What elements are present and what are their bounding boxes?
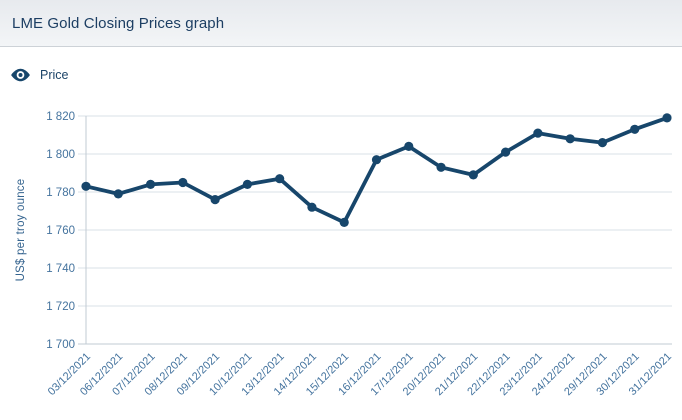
eye-icon (10, 68, 31, 82)
y-tick-label: 1 820 (46, 111, 75, 123)
data-point[interactable] (565, 134, 575, 144)
legend-label: Price (40, 68, 69, 82)
y-tick-label: 1 800 (46, 149, 75, 161)
data-point[interactable] (533, 128, 543, 138)
data-point[interactable] (210, 195, 220, 205)
data-point[interactable] (404, 141, 414, 151)
y-tick-label: 1 700 (46, 339, 75, 351)
data-point[interactable] (597, 138, 608, 148)
legend-item-price[interactable]: Price (10, 68, 68, 82)
data-point[interactable] (436, 162, 446, 172)
y-tick-label: 1 780 (46, 187, 75, 199)
data-point[interactable] (468, 170, 478, 180)
data-point[interactable] (501, 147, 511, 157)
y-tick-label: 1 760 (46, 225, 75, 237)
data-point[interactable] (113, 189, 123, 199)
data-point[interactable] (81, 181, 91, 191)
y-tick-label: 1 740 (46, 263, 75, 275)
data-point[interactable] (242, 179, 252, 189)
y-axis-title: US$ per troy ounce (15, 179, 27, 282)
data-point[interactable] (307, 202, 317, 212)
price-series-line (84, 115, 669, 225)
data-point[interactable] (371, 155, 382, 165)
legend: Price (10, 68, 68, 82)
y-tick-label: 1 720 (46, 301, 75, 313)
header: LME Gold Closing Prices graph (0, 0, 682, 47)
data-point[interactable] (339, 217, 349, 227)
data-point[interactable] (630, 124, 640, 134)
data-point[interactable] (275, 174, 285, 184)
data-point[interactable] (145, 179, 156, 189)
page-title: LME Gold Closing Prices graph (12, 14, 225, 32)
price-line-chart: 1 700 1 720 1 740 1 760 1 780 1 800 1 820 03/12… (0, 95, 682, 420)
data-point[interactable] (178, 177, 188, 188)
data-point[interactable] (662, 113, 672, 123)
